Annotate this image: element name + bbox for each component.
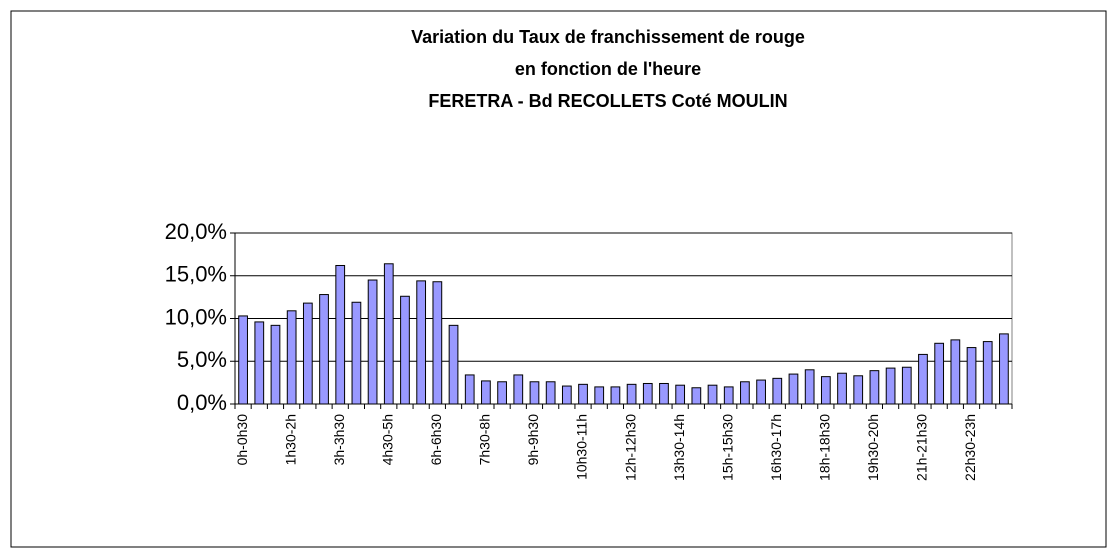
- chart-title: en fonction de l'heure: [515, 59, 701, 79]
- x-tick-label: 9h-9h30: [525, 414, 541, 466]
- bar: [837, 372, 847, 405]
- bar: [691, 387, 702, 405]
- bar: [982, 341, 993, 405]
- bar: [934, 342, 945, 405]
- bar: [367, 279, 378, 405]
- bar: [254, 321, 265, 405]
- bar: [723, 386, 734, 405]
- bar: [545, 381, 556, 405]
- bar: [578, 383, 588, 405]
- bar: [869, 370, 880, 405]
- bar: [740, 381, 750, 405]
- bar: [416, 280, 427, 405]
- bar: [238, 315, 248, 405]
- bar: [286, 310, 297, 405]
- bar: [319, 294, 329, 405]
- bar: [481, 380, 491, 405]
- x-tick-label: 21h-21h30: [914, 414, 930, 481]
- bar: [513, 374, 524, 405]
- bar: [918, 353, 928, 405]
- bar: [788, 373, 799, 405]
- bar: [966, 347, 977, 405]
- bar: [270, 324, 281, 405]
- bar: [642, 382, 653, 405]
- chart-title: Variation du Taux de franchissement de r…: [411, 27, 805, 47]
- bar: [756, 379, 766, 405]
- bar: [820, 376, 831, 405]
- y-tick-label: 0,0%: [177, 390, 227, 415]
- y-tick-label: 20,0%: [165, 219, 227, 244]
- bar: [999, 333, 1009, 405]
- bar: [675, 384, 686, 405]
- bar: [626, 383, 637, 405]
- y-tick-label: 15,0%: [165, 262, 227, 287]
- y-tick-label: 5,0%: [177, 347, 227, 372]
- bar: [529, 381, 540, 405]
- bar: [901, 366, 912, 405]
- x-tick-label: 12h-12h30: [622, 414, 638, 481]
- x-tick-label: 13h30-14h: [671, 414, 687, 481]
- bar: [853, 375, 864, 405]
- x-tick-label: 15h-15h30: [719, 414, 735, 481]
- chart-frame: [10, 10, 1107, 548]
- bar: [772, 377, 783, 405]
- x-tick-label: 7h30-8h: [477, 414, 493, 465]
- x-tick-label: 0h-0h30: [234, 414, 250, 466]
- chart-title: FERETRA - Bd RECOLLETS Coté MOULIN: [428, 91, 787, 111]
- bar: [885, 367, 896, 405]
- bar: [610, 386, 621, 405]
- bar: [950, 339, 961, 405]
- bar: [594, 386, 605, 405]
- bar: [464, 374, 475, 405]
- x-tick-label: 22h30-23h: [962, 414, 978, 481]
- bar: [432, 281, 443, 405]
- x-tick-label: 16h30-17h: [768, 414, 784, 481]
- x-tick-label: 4h30-5h: [379, 414, 395, 465]
- bar: [302, 302, 313, 405]
- bar: [383, 263, 394, 405]
- bar: [804, 369, 815, 405]
- x-tick-label: 6h-6h30: [428, 414, 444, 466]
- bar: [335, 264, 346, 405]
- bar: [659, 382, 669, 405]
- bar: [561, 385, 572, 405]
- bar: [448, 324, 459, 405]
- x-tick-label: 10h30-11h: [574, 414, 590, 480]
- bar: [400, 295, 410, 405]
- y-tick-label: 10,0%: [165, 304, 227, 329]
- x-tick-label: 1h30-2h: [282, 414, 298, 465]
- bar: [351, 301, 362, 405]
- x-tick-label: 18h-18h30: [817, 414, 833, 481]
- x-tick-label: 19h30-20h: [865, 414, 881, 481]
- x-tick-label: 3h-3h30: [331, 414, 347, 466]
- bar: [497, 381, 507, 405]
- bar: [707, 384, 718, 405]
